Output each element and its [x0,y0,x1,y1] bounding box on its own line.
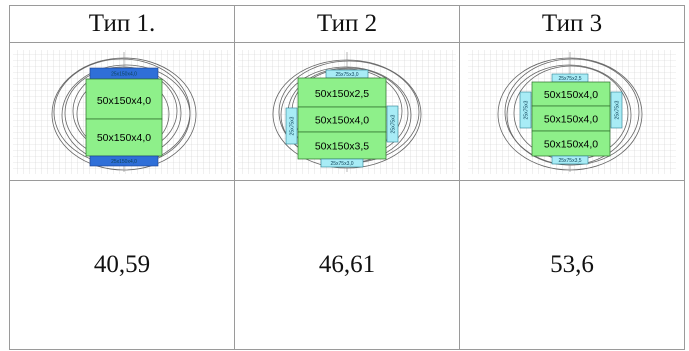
column-title-type-3: Тип 3 [459,5,685,43]
green-board-2-label: 50x150x4,0 [544,113,598,125]
cyan-board-bottom [551,155,589,164]
cyan-board-top-label: 25x75x3,0 [335,72,358,78]
cyan-board-left-label: 25x75x3 [524,100,530,119]
green-board-1-label: 50x150x4,0 [97,95,151,107]
green-board-2-label: 50x150x4,0 [97,132,151,144]
green-board-3-label: 50x150x4,0 [544,138,598,150]
column-title-type-2: Тип 2 [234,5,460,43]
green-board-2 [531,105,611,131]
value-type-1: 40,59 [9,180,235,350]
green-board-1 [85,78,163,119]
figure-cell-type-3: 25x75x2,5 50x150x4,0 50x150x4,0 50x150x4… [459,42,685,181]
value-type-2: 46,61 [234,180,460,350]
comparison-table: Тип 1. Тип 2 Тип 3 [9,5,685,350]
cyan-board-bottom-label: 25x75x3,0 [330,161,353,167]
green-board-1 [531,81,611,106]
figure-cell-type-2: 25x75x3,0 50x150x2,5 50x150x4,0 50x150x3… [234,42,460,181]
green-board-1-label: 50x150x4,0 [544,89,598,101]
cyan-board-top-label: 25x75x2,5 [558,76,581,82]
cyan-board-bottom [320,158,364,167]
column-title-type-1: Тип 1. [9,5,235,43]
cyan-board-bottom-label: 25x75x3,5 [558,158,581,164]
green-board-2 [85,118,163,156]
cyan-board-left [285,107,298,144]
cyan-board-right-label: 25x75x3 [615,100,621,119]
blue-board-bottom-label: 25x150x4,0 [111,159,137,165]
cyan-board-right-label: 25x75x3 [391,114,397,133]
cross-section-diagram-type-1: 25x150x4,0 50x150x4,0 50x150x4,0 25x150x… [13,49,231,174]
header-row: Тип 1. Тип 2 Тип 3 [9,5,685,43]
figure-cell-type-1: 25x150x4,0 50x150x4,0 50x150x4,0 25x150x… [9,42,235,181]
green-board-2-label: 50x150x4,0 [315,114,369,126]
cyan-board-left [519,91,532,128]
cross-section-diagram-type-3: 25x75x2,5 50x150x4,0 50x150x4,0 50x150x4… [468,49,676,174]
cyan-board-right [610,91,623,128]
green-board-3-label: 50x150x3,5 [315,140,369,152]
green-board-1 [297,77,387,107]
blue-board-bottom [89,155,159,166]
value-row: 40,59 46,61 53,6 [9,180,685,350]
value-type-3: 53,6 [459,180,685,350]
green-board-3 [531,130,611,156]
green-board-1-label: 50x150x2,5 [315,88,369,100]
green-board-3 [297,131,387,159]
cyan-board-right [386,105,399,142]
figure-row: 25x150x4,0 50x150x4,0 50x150x4,0 25x150x… [9,42,685,181]
blue-board-top-label: 25x150x4,0 [111,71,137,77]
cyan-board-left-label: 25x75x3 [290,116,296,135]
cross-section-diagram-type-2: 25x75x3,0 50x150x2,5 50x150x4,0 50x150x3… [238,49,456,174]
